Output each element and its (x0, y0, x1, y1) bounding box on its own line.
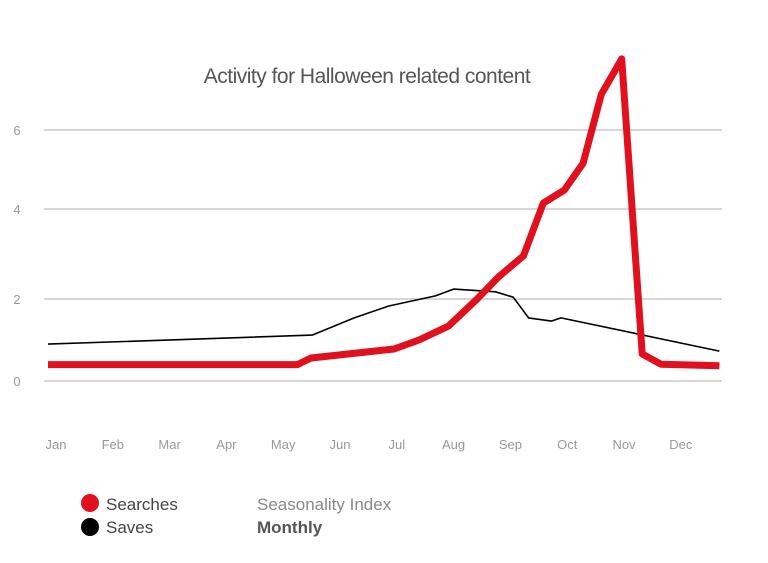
x-tick-label: Jul (388, 437, 405, 452)
x-tick-label: Jun (330, 437, 351, 452)
legend-searches-marker (81, 494, 99, 512)
x-tick-label: Oct (557, 437, 578, 452)
x-tick-label: Aug (442, 437, 465, 452)
x-tick-label: Nov (612, 437, 636, 452)
legend-searches-label: Searches (106, 495, 178, 514)
period-label: Monthly (257, 518, 323, 537)
x-tick-label: May (271, 437, 296, 452)
x-tick-label: Feb (102, 437, 124, 452)
x-tick-label: Jan (46, 437, 67, 452)
legend-saves-label: Saves (106, 518, 154, 537)
x-tick-label: Mar (158, 437, 181, 452)
y-tick-label: 0 (13, 374, 20, 389)
metric-label: Seasonality Index (257, 495, 392, 514)
y-tick-label: 2 (13, 292, 20, 307)
x-tick-label: Sep (499, 437, 522, 452)
x-tick-label: Dec (669, 437, 693, 452)
legend-saves-marker (81, 518, 99, 536)
chart-title: Activity for Halloween related content (204, 65, 531, 88)
series-line-searches (48, 55, 720, 370)
series-line-saves (47, 288, 720, 352)
x-tick-label: Apr (216, 437, 237, 452)
y-tick-label: 4 (13, 202, 20, 217)
y-tick-label: 6 (13, 123, 20, 138)
